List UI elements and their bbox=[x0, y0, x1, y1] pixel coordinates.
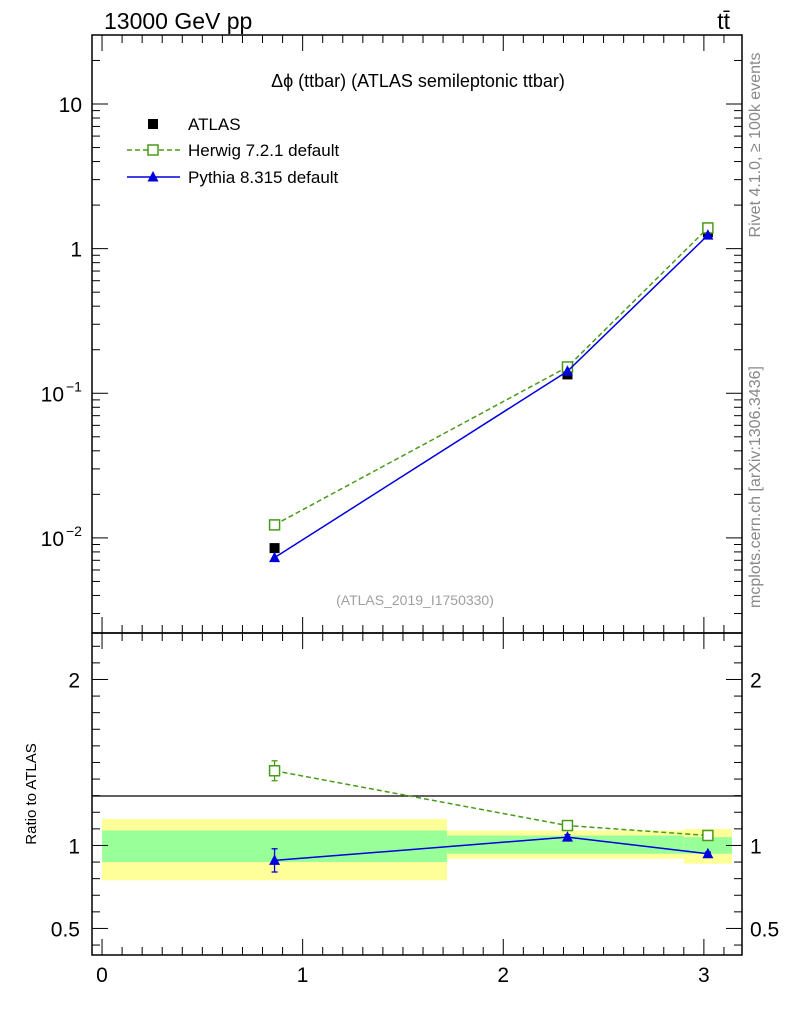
ratio-x-tick-labels: 0 1 2 3 bbox=[96, 964, 710, 987]
pythia-point bbox=[269, 551, 281, 563]
pythia-point bbox=[702, 229, 714, 240]
pythia-point bbox=[561, 365, 573, 376]
source-label: mcplots.cern.ch [arXiv:1306.3436] bbox=[747, 366, 764, 608]
rivet-label: Rivet 4.1.0, ≥ 100k events bbox=[747, 53, 764, 238]
ratio-pythia-point bbox=[702, 847, 714, 859]
main-data-marks bbox=[268, 222, 714, 563]
energy-label: 13000 GeV pp bbox=[104, 8, 252, 34]
ratio-pythia-point bbox=[561, 831, 573, 842]
y-tick-label-exponent: −2 bbox=[66, 523, 82, 539]
ratio-x-tick-label: 0 bbox=[96, 964, 108, 987]
legend-label: ATLAS bbox=[188, 115, 241, 134]
ratio-frame bbox=[91, 632, 743, 956]
legend: ATLAS Herwig 7.2.1 default Pythia 8.315 de… bbox=[127, 115, 339, 187]
ratio-herwig-point bbox=[702, 829, 714, 842]
herwig-point bbox=[268, 519, 281, 531]
chart-title: Δϕ (ttbar) (ATLAS semileptonic ttbar) bbox=[271, 71, 565, 91]
pythia-line bbox=[274, 234, 709, 559]
legend-label: Pythia 8.315 default bbox=[188, 168, 339, 187]
ratio-panel: 0.5 0.5 1 1 2 2 0 1 2 3 Ratio to ATLAS bbox=[23, 632, 779, 987]
ratio-herwig-point bbox=[561, 819, 574, 832]
analysis-id: (ATLAS_2019_I1750330) bbox=[336, 592, 494, 608]
ratio-data-marks bbox=[268, 760, 714, 873]
ratio-y-tick-label: 0.5 bbox=[51, 918, 80, 941]
green-band bbox=[683, 837, 732, 854]
process-label: tt̄ bbox=[717, 8, 730, 34]
legend-marker bbox=[147, 144, 159, 156]
ratio-y-tick-label-right: 2 bbox=[750, 669, 762, 692]
ratio-ylabel: Ratio to ATLAS bbox=[23, 743, 40, 844]
y-tick-label: 10 bbox=[41, 528, 64, 551]
ratio-x-tick-label: 2 bbox=[497, 964, 509, 987]
legend-marker bbox=[147, 171, 159, 182]
ratio-herwig-point bbox=[268, 765, 281, 777]
legend-label: Herwig 7.2.1 default bbox=[188, 141, 339, 160]
y-tick-label: 1 bbox=[70, 239, 82, 262]
atlas-data-point bbox=[148, 119, 158, 129]
ratio-y-tick-label: 1 bbox=[68, 835, 80, 858]
atlas-data-point bbox=[269, 543, 280, 554]
y-tick-label: 10 bbox=[41, 383, 64, 406]
ratio-x-tick-label: 3 bbox=[698, 964, 710, 987]
main-axis-ticks bbox=[92, 34, 742, 633]
ratio-y-tick-label-right: 1 bbox=[750, 835, 762, 858]
green-band bbox=[447, 835, 684, 854]
main-panel: Δϕ (ttbar) (ATLAS semileptonic ttbar) (A… bbox=[41, 34, 743, 634]
y-tick-label: 10 bbox=[59, 94, 82, 117]
ratio-y-tick-labels: 0.5 0.5 1 1 2 2 bbox=[51, 669, 779, 941]
ratio-x-tick-label: 1 bbox=[297, 964, 309, 987]
ratio-pythia-point bbox=[269, 854, 281, 865]
herwig-line bbox=[274, 227, 709, 526]
y-tick-label-exponent: −1 bbox=[66, 378, 82, 394]
ratio-axis-ticks bbox=[92, 633, 742, 955]
ratio-y-tick-label: 2 bbox=[68, 669, 80, 692]
ratio-y-tick-label-right: 0.5 bbox=[750, 918, 779, 941]
